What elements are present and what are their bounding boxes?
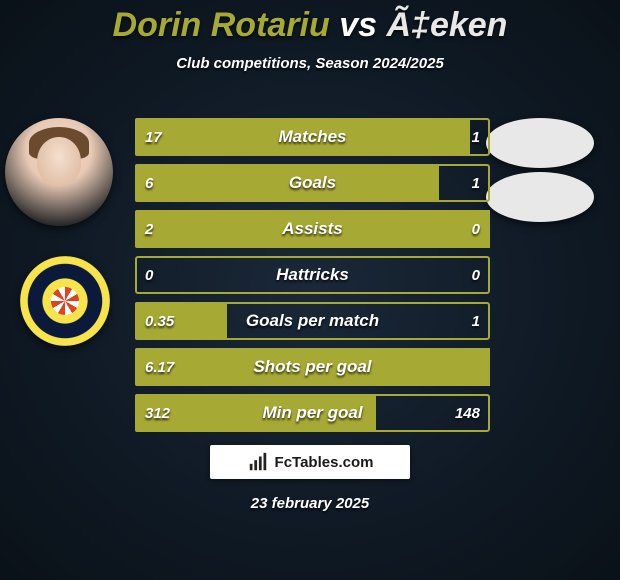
stat-value-right: 1 <box>462 302 490 340</box>
stat-label: Shots per goal <box>135 348 490 386</box>
chart-icon <box>247 451 269 473</box>
stat-label: Hattricks <box>135 256 490 294</box>
date-label: 23 february 2025 <box>0 495 620 512</box>
page-title: Dorin Rotariu vs Ã‡eken <box>0 0 620 45</box>
stat-value-left: 6.17 <box>135 348 184 386</box>
stat-value-left: 312 <box>135 394 180 432</box>
stat-value-left: 0.35 <box>135 302 184 340</box>
stat-value-right: 148 <box>445 394 490 432</box>
comparison-bars: Matches171Goals61Assists20Hattricks00Goa… <box>135 118 490 440</box>
stat-label: Goals per match <box>135 302 490 340</box>
player2-avatar <box>486 118 594 168</box>
player1-avatar <box>5 118 113 226</box>
stat-value-right: 1 <box>462 164 490 202</box>
stat-row: Matches17 1 <box>135 118 490 156</box>
stat-label: Min per goal <box>135 394 490 432</box>
player1-column <box>5 118 125 346</box>
player2-club-badge <box>486 172 594 222</box>
stat-row: Assists2 0 <box>135 210 490 248</box>
stat-value-right <box>470 348 490 386</box>
stat-value-left: 0 <box>135 256 163 294</box>
stat-value-left: 2 <box>135 210 163 248</box>
stat-row: Min per goal312 148 <box>135 394 490 432</box>
player1-name: Dorin Rotariu <box>113 6 330 44</box>
brand-text: FcTables.com <box>275 454 374 471</box>
player2-name: Ã‡eken <box>386 6 507 44</box>
stat-label: Assists <box>135 210 490 248</box>
stat-row: Hattricks0 0 <box>135 256 490 294</box>
player2-column <box>486 118 606 222</box>
vs-label: vs <box>339 6 377 44</box>
stat-row: Goals per match0.35 1 <box>135 302 490 340</box>
stat-value-left: 6 <box>135 164 163 202</box>
stat-row: Goals6 1 <box>135 164 490 202</box>
stat-label: Goals <box>135 164 490 202</box>
stat-row: Shots per goal6.17 <box>135 348 490 386</box>
stat-value-left: 17 <box>135 118 172 156</box>
stat-value-right: 0 <box>462 256 490 294</box>
stat-label: Matches <box>135 118 490 156</box>
subtitle: Club competitions, Season 2024/2025 <box>0 55 620 72</box>
stat-value-right: 1 <box>462 118 490 156</box>
stat-value-right: 0 <box>462 210 490 248</box>
player1-club-badge <box>20 256 110 346</box>
brand-logo[interactable]: FcTables.com <box>210 445 410 479</box>
